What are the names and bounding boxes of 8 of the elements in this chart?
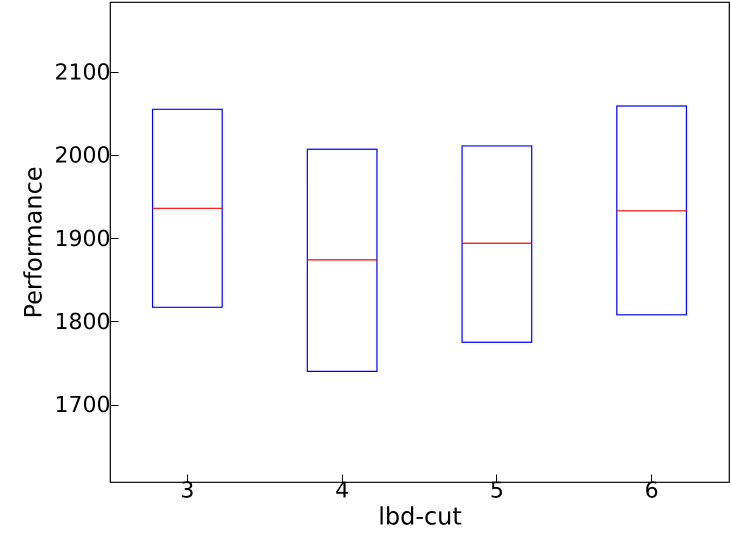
y-tick-label: 1800: [54, 310, 110, 335]
y-tick-label: 1900: [54, 226, 110, 252]
y-tick-label: 1700: [54, 393, 110, 418]
x-axis-title: lbd-cut: [378, 502, 462, 530]
y-axis-title: Performance: [20, 166, 48, 319]
y-tick-label: 2000: [54, 144, 110, 169]
x-tick-label: 4: [335, 478, 350, 504]
y-tick-label: 2100: [54, 60, 110, 86]
